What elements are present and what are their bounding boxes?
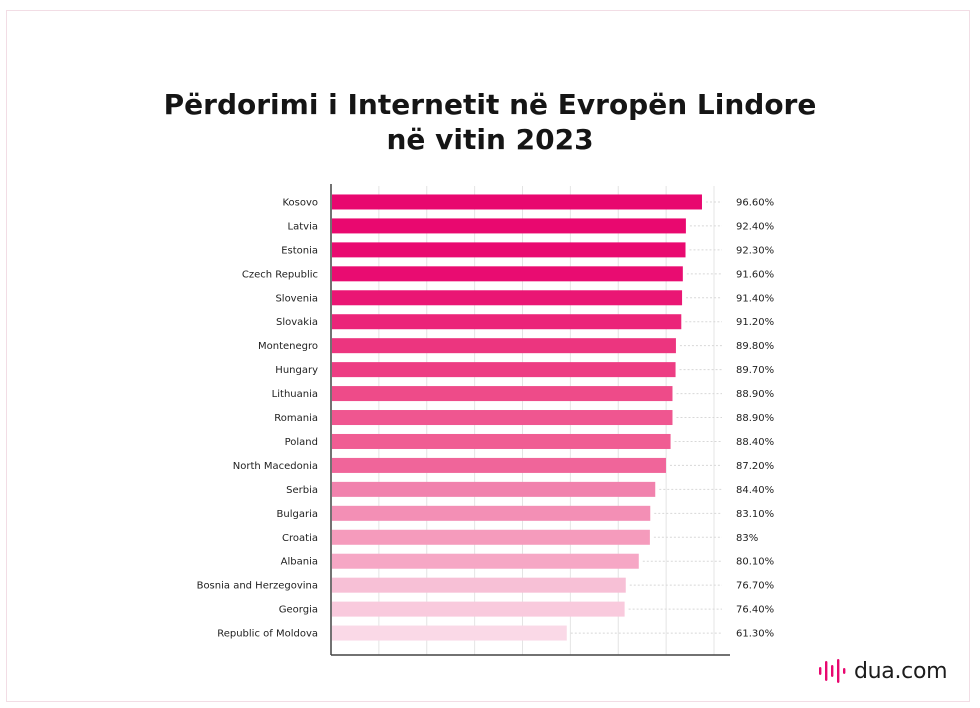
bar-romania — [332, 410, 673, 426]
chart-title-line-1: Përdorimi i Internetit në Evropën Lindor… — [163, 88, 817, 121]
value-label: 87.20% — [736, 461, 774, 472]
axes — [330, 184, 730, 656]
bar-albania — [332, 553, 639, 569]
bar-lithuania — [332, 386, 673, 402]
bar-czech-republic — [332, 266, 683, 282]
bar-latvia — [332, 218, 686, 234]
category-label: Slovakia — [276, 317, 318, 328]
category-label: Georgia — [279, 605, 318, 616]
category-label: Bosnia and Herzegovina — [197, 581, 318, 592]
category-label: Latvia — [288, 221, 318, 232]
value-label: 91.20% — [736, 317, 774, 328]
category-label: Poland — [285, 437, 318, 448]
value-label: 88.90% — [736, 389, 774, 400]
category-label: Montenegro — [258, 341, 318, 352]
bar-montenegro — [332, 338, 676, 354]
category-label: Hungary — [275, 365, 318, 376]
value-label: 88.40% — [736, 437, 774, 448]
bar-hungary — [332, 362, 676, 378]
value-label: 92.40% — [736, 221, 774, 232]
value-label: 89.80% — [736, 341, 774, 352]
category-label: Republic of Moldova — [217, 629, 318, 640]
bar-slovenia — [332, 290, 683, 306]
sound-wave-icon — [819, 659, 846, 683]
value-label: 92.30% — [736, 245, 774, 256]
bar-north-macedonia — [332, 457, 666, 473]
bars — [332, 194, 722, 641]
value-label: 76.40% — [736, 605, 774, 616]
bar-bosnia-and-herzegovina — [332, 577, 626, 593]
bar-estonia — [332, 242, 686, 258]
value-label: 61.30% — [736, 629, 774, 640]
value-label: 83.10% — [736, 509, 774, 520]
category-label: Serbia — [286, 485, 318, 496]
chart-frame — [6, 10, 970, 702]
value-label: 89.70% — [736, 365, 774, 376]
category-label: North Macedonia — [233, 461, 318, 472]
bar-kosovo — [332, 194, 702, 210]
category-label: Bulgaria — [277, 509, 318, 520]
value-labels: 96.60% 92.40% 92.30% 91.60% 91.40% 91.20% 89.8… — [736, 197, 774, 639]
bar-serbia — [332, 481, 656, 497]
category-label: Kosovo — [282, 197, 318, 208]
value-label: 84.40% — [736, 485, 774, 496]
chart-title-line-2: në vitin 2023 — [386, 123, 594, 156]
category-label: Czech Republic — [242, 269, 318, 280]
value-label: 91.60% — [736, 269, 774, 280]
value-label: 88.90% — [736, 413, 774, 424]
category-label: Lithuania — [272, 389, 318, 400]
category-labels: Kosovo Latvia Estonia Czech Republic Sloveni… — [197, 197, 319, 639]
category-label: Romania — [274, 413, 318, 424]
brand-logo: dua.com — [818, 656, 948, 686]
bar-slovakia — [332, 314, 682, 330]
bar-republic-of-moldova — [332, 625, 567, 641]
category-label: Croatia — [282, 533, 318, 544]
value-label: 83% — [736, 533, 758, 544]
category-label: Slovenia — [275, 293, 318, 304]
bar-poland — [332, 433, 671, 449]
bar-georgia — [332, 601, 625, 617]
bar-croatia — [332, 529, 650, 545]
value-label: 76.70% — [736, 581, 774, 592]
brand-name: dua.com — [854, 658, 948, 684]
value-label: 91.40% — [736, 293, 774, 304]
bar-bulgaria — [332, 505, 651, 521]
value-label: 96.60% — [736, 197, 774, 208]
value-label: 80.10% — [736, 557, 774, 568]
category-label: Estonia — [281, 245, 318, 256]
category-label: Albania — [281, 557, 318, 568]
